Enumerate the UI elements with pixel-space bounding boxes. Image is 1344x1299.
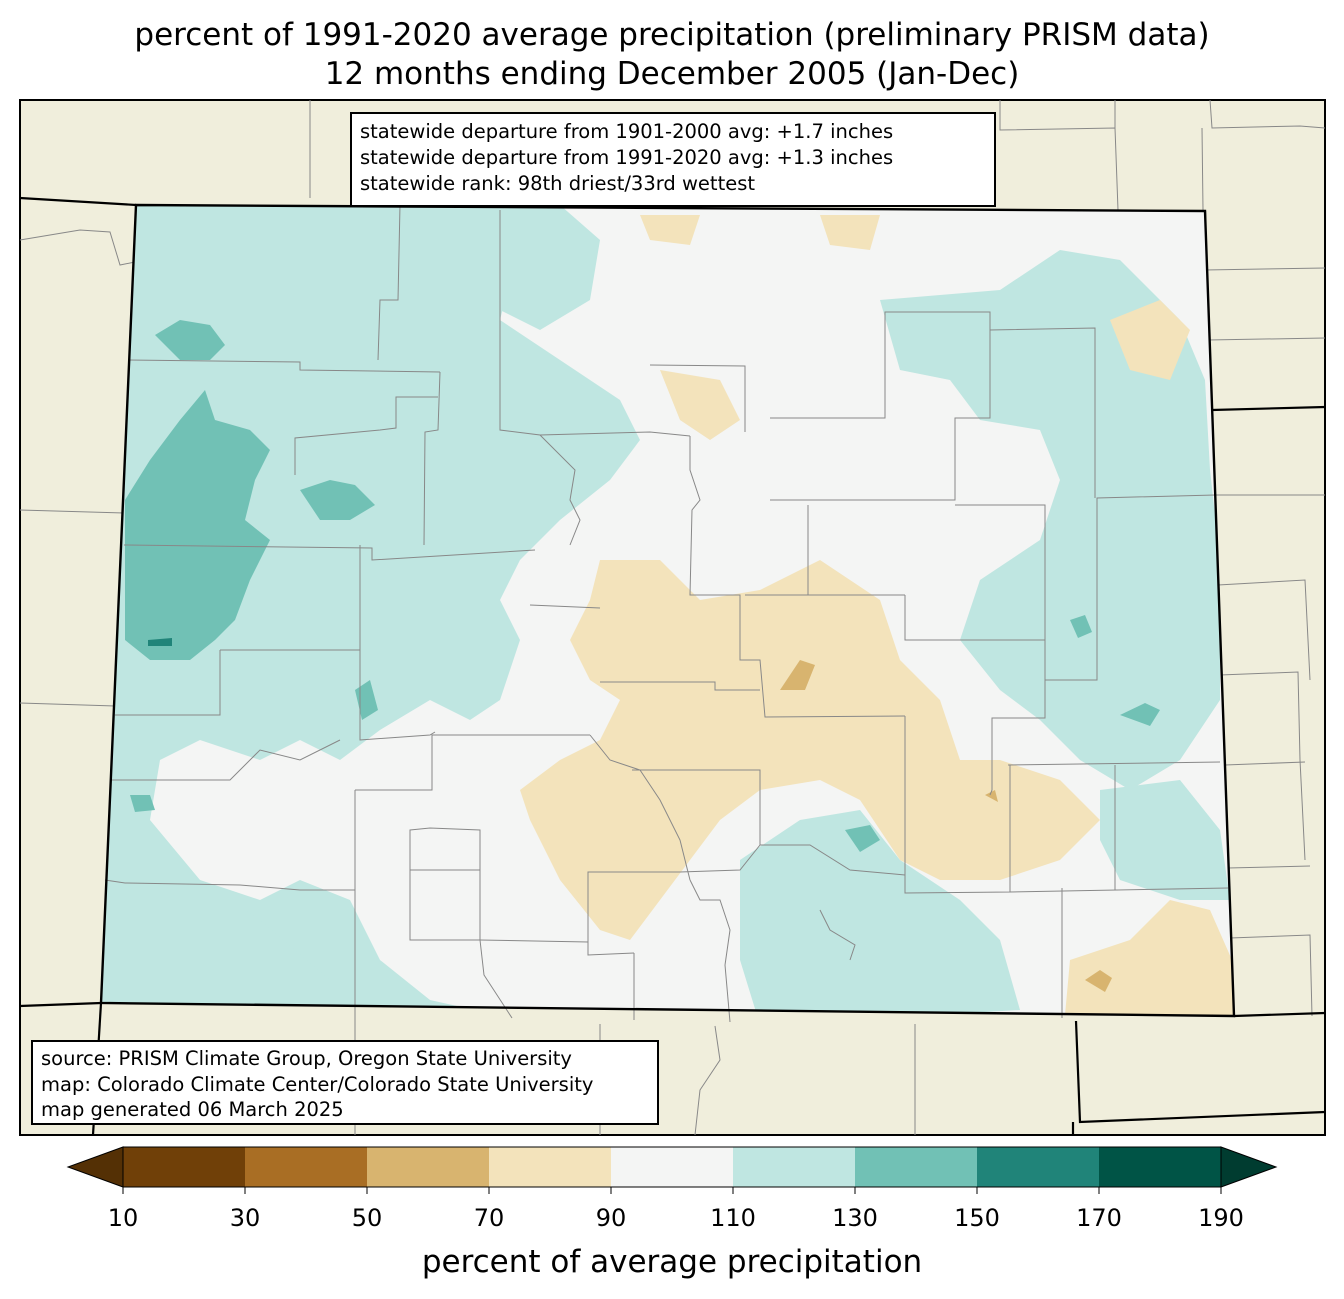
- wet-core-nw: [155, 320, 225, 360]
- colorbar-tick-label: 190: [1198, 1204, 1244, 1232]
- colorbar-tick-label: 50: [351, 1204, 383, 1232]
- colorbar-tick-label: 170: [1076, 1204, 1122, 1232]
- dry-spot-3: [985, 790, 998, 802]
- source-box: source: PRISM Climate Group, Oregon Stat…: [31, 1040, 659, 1125]
- wet-zone-west: [101, 205, 640, 1016]
- colorbar-bin-90-110: [611, 1147, 733, 1187]
- wet-zone-southeast: [1100, 780, 1230, 900]
- dry-spot-2: [1085, 970, 1112, 992]
- colorbar-bin-30-50: [245, 1147, 367, 1187]
- colorbar-bin-130-150: [855, 1147, 977, 1187]
- stats-rank: statewide rank: 98th driest/33rd wettest: [360, 172, 756, 195]
- dry-zone-ne-patch: [1110, 300, 1190, 380]
- colorbar-tick-label: 10: [107, 1204, 139, 1232]
- colorbar-outline: [122, 1146, 1222, 1188]
- precip-field: [101, 205, 1234, 1016]
- colorbar-tick-label: 110: [710, 1204, 756, 1232]
- map-title-line1: percent of 1991-2020 average precipitati…: [134, 17, 1210, 53]
- map-title-line2: 12 months ending December 2005 (Jan-Dec): [324, 56, 1020, 92]
- colorado-outline: [99, 203, 1236, 1018]
- wet-core-3: [355, 680, 378, 720]
- colorbar-bin-70-90: [489, 1147, 611, 1187]
- wet-core-west: [125, 390, 270, 660]
- colorbar-bin-10-30: [123, 1147, 245, 1187]
- wet-core-8: [148, 638, 172, 646]
- stats-departure-1991-2020: statewide departure from 1991-2020 avg: …: [360, 146, 894, 169]
- dry-zone-central: [520, 560, 1100, 940]
- colorbar-tick-label: 30: [229, 1204, 261, 1232]
- wet-zone-south: [740, 810, 1020, 1016]
- dry-zone-north: [660, 370, 740, 440]
- map-credit-line: map: Colorado Climate Center/Colorado St…: [41, 1072, 594, 1096]
- colorbar-under-arrow: [66, 1146, 124, 1188]
- wet-core-7: [130, 795, 155, 812]
- wet-core-4: [845, 825, 880, 852]
- dry-zone-top: [640, 215, 880, 250]
- map-generated-line: map generated 06 March 2025: [41, 1098, 344, 1121]
- colorbar-bin-110-130: [733, 1147, 855, 1187]
- wet-zone-north-central: [470, 205, 600, 330]
- wet-core-5: [1120, 703, 1160, 726]
- wet-zone-southwest: [101, 880, 360, 1016]
- stats-departure-1901-2000: statewide departure from 1901-2000 avg: …: [360, 120, 894, 143]
- county-boundaries: [104, 204, 1229, 1023]
- colorbar-tick-label: 130: [832, 1204, 878, 1232]
- colorbar: [66, 1146, 1278, 1194]
- colorbar-tick-label: 90: [595, 1204, 627, 1232]
- colorbar-bin-150-170: [977, 1147, 1099, 1187]
- source-line: source: PRISM Climate Group, Oregon Stat…: [41, 1047, 572, 1070]
- colorbar-tick-label: 70: [473, 1204, 505, 1232]
- dry-spot-1: [780, 660, 815, 690]
- wet-core-6: [1070, 615, 1092, 638]
- wet-zone-northeast: [880, 250, 1220, 790]
- colorbar-tick-label: 150: [954, 1204, 1000, 1232]
- colorbar-bin-50-70: [367, 1147, 489, 1187]
- colorbar-bin-170-190: [1099, 1147, 1221, 1187]
- statewide-stats-box: statewide departure from 1901-2000 avg: …: [350, 112, 996, 207]
- wet-core-2: [300, 480, 375, 520]
- colorbar-over-arrow: [1220, 1146, 1278, 1188]
- colorbar-label: percent of average precipitation: [421, 1244, 923, 1280]
